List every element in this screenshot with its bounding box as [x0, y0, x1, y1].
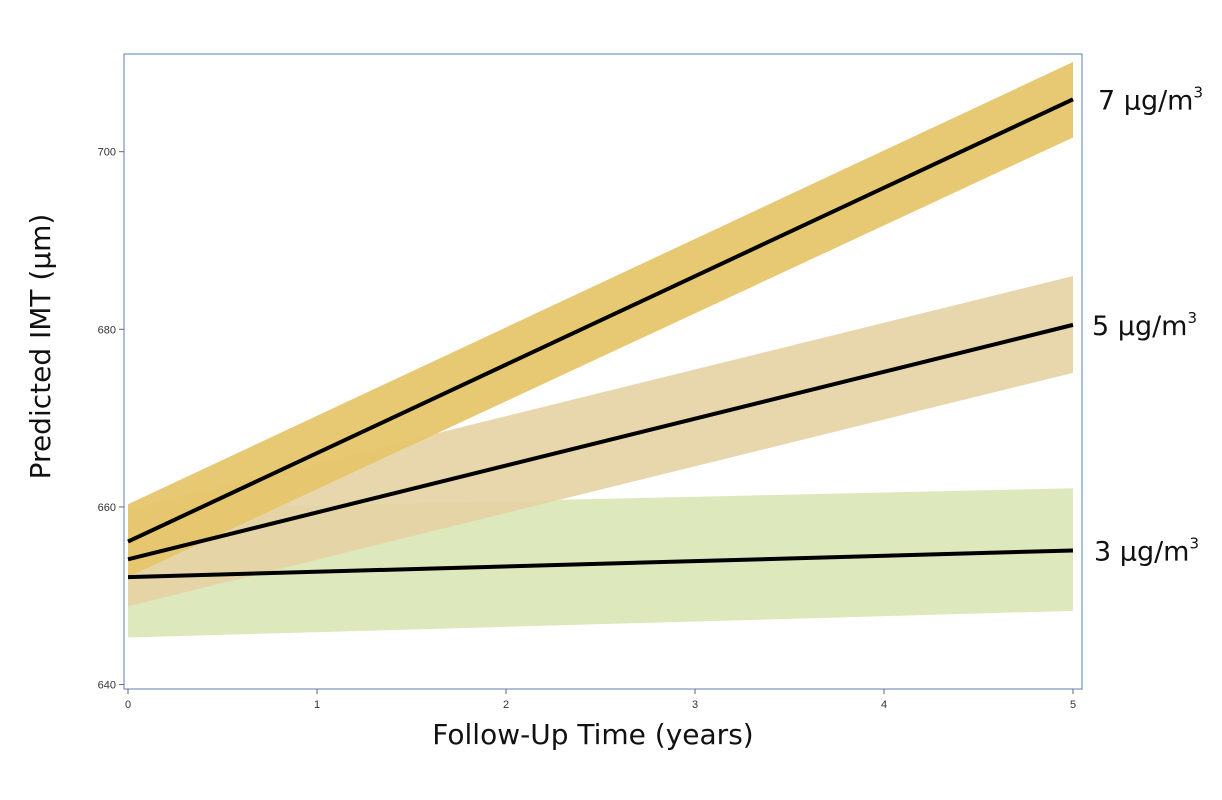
plot-frame: [123, 53, 1083, 690]
x-axis-title: Follow-Up Time (years): [432, 718, 753, 751]
y-tick-label: 680: [98, 324, 116, 336]
y-axis-title: Predicted IMT (µm): [24, 214, 57, 480]
y-axis-ticks: 640 660 680 700: [98, 147, 124, 692]
x-tick-label: 4: [881, 699, 887, 711]
series-label-2: 5 µg/m3: [1092, 309, 1197, 342]
series-label-3: 7 µg/m3: [1098, 83, 1203, 116]
series-line-2: [127, 322, 1074, 562]
y-tick-label: 700: [98, 147, 116, 159]
confidence-bands: [128, 61, 1073, 638]
series-label-superscript: 3: [1193, 83, 1203, 101]
series-lines: [127, 97, 1074, 580]
series-label-text: 3 µg/m: [1094, 536, 1189, 567]
x-tick-label: 3: [692, 699, 698, 711]
x-tick-label: 5: [1070, 699, 1076, 711]
x-tick-label: 2: [503, 699, 509, 711]
series-line-1: [127, 548, 1074, 580]
series-labels: 3 µg/m35 µg/m37 µg/m3: [1092, 83, 1203, 567]
y-tick-label: 640: [98, 680, 116, 692]
x-tick-label: 1: [314, 699, 320, 711]
series-label-superscript: 3: [1189, 534, 1199, 552]
series-label-text: 5 µg/m: [1092, 311, 1187, 342]
y-tick-label: 660: [98, 502, 116, 514]
series-label-superscript: 3: [1187, 309, 1197, 327]
x-axis-ticks: 0 1 2 3 4 5: [125, 689, 1076, 711]
series-label-1: 3 µg/m3: [1094, 534, 1199, 567]
series-label-text: 7 µg/m: [1098, 85, 1193, 116]
series-line-3: [127, 97, 1074, 544]
x-tick-label: 0: [125, 699, 131, 711]
